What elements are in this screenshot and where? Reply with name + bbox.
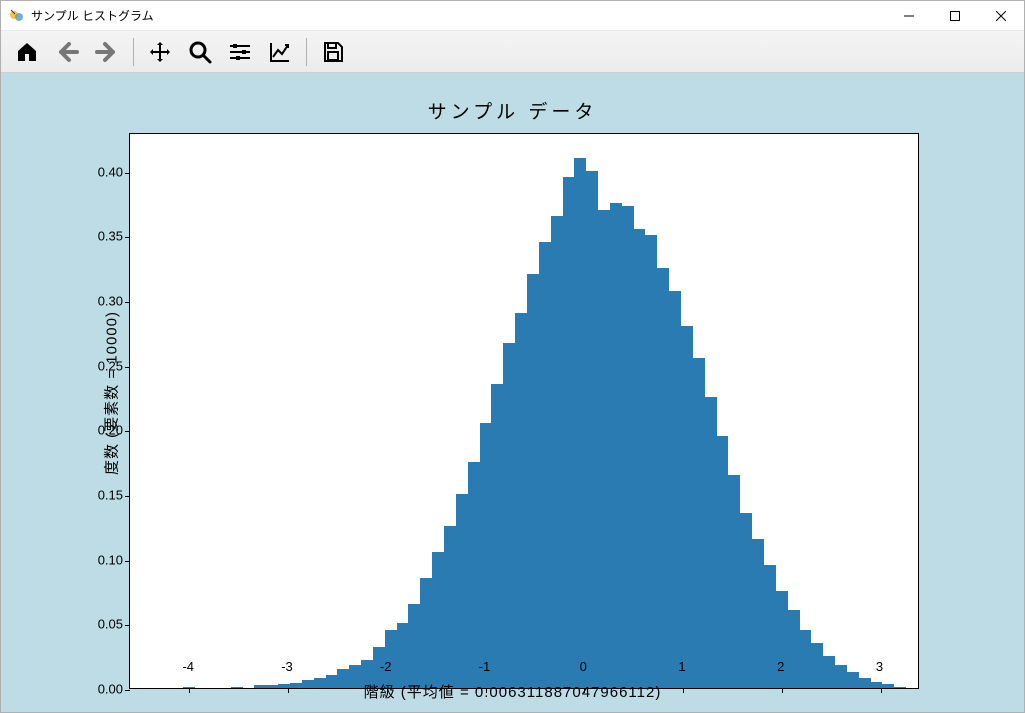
toolbar-separator <box>133 38 134 66</box>
zoom-button[interactable] <box>182 34 218 70</box>
home-button[interactable] <box>9 34 45 70</box>
histogram-bar <box>563 177 575 688</box>
histogram-bar <box>693 358 705 688</box>
x-tick-label: -4 <box>182 659 194 674</box>
histogram-bar <box>551 216 563 688</box>
y-tick-label: 0.30 <box>71 294 123 309</box>
histogram-bar <box>705 397 717 688</box>
y-axis-label: 度数 (要素数 = 10000) <box>100 311 121 475</box>
histogram-bar <box>515 313 527 688</box>
histogram-bar <box>752 539 764 688</box>
histogram-bar <box>800 630 812 688</box>
histogram-bar <box>764 565 776 688</box>
histogram-bar <box>397 623 409 688</box>
histogram-bar <box>598 210 610 688</box>
histogram-bar <box>586 171 598 688</box>
y-tick-mark <box>125 237 130 238</box>
y-tick-label: 0.35 <box>71 229 123 244</box>
y-tick-mark <box>125 561 130 562</box>
histogram-bar <box>527 274 539 688</box>
histogram-bar <box>480 423 492 688</box>
y-tick-label: 0.15 <box>71 488 123 503</box>
histogram-bar <box>717 436 729 688</box>
histogram-bar <box>681 326 693 688</box>
plot-frame[interactable] <box>129 133 919 689</box>
x-axis-label: 階級 (平均値 = 0.006311887047966112) <box>1 681 1024 702</box>
axes-button[interactable] <box>262 34 298 70</box>
y-tick-label: 0.20 <box>71 423 123 438</box>
histogram-bar <box>610 203 622 688</box>
forward-button[interactable] <box>89 34 125 70</box>
arrow-left-icon <box>55 40 79 64</box>
x-tick-label: 2 <box>777 659 784 674</box>
window-controls <box>886 1 1024 30</box>
configure-button[interactable] <box>222 34 258 70</box>
figure-area: サンプル データ 度数 (要素数 = 10000) 階級 (平均値 = 0.00… <box>1 73 1024 712</box>
histogram-bar <box>539 242 551 688</box>
maximize-button[interactable] <box>932 1 978 31</box>
move-icon <box>148 40 172 64</box>
histogram-bar <box>657 268 669 688</box>
y-tick-mark <box>125 496 130 497</box>
x-tick-label: 1 <box>678 659 685 674</box>
y-tick-label: 0.00 <box>71 682 123 697</box>
y-tick-label: 0.05 <box>71 617 123 632</box>
histogram-bar <box>408 604 420 688</box>
histogram-bar <box>634 229 646 688</box>
save-button[interactable] <box>315 34 351 70</box>
chart-line-icon <box>268 40 292 64</box>
x-tick-label: -1 <box>479 659 491 674</box>
histogram-bar <box>788 610 800 688</box>
histogram-bar <box>444 526 456 688</box>
y-tick-mark <box>125 431 130 432</box>
back-button[interactable] <box>49 34 85 70</box>
titlebar: サンプル ヒストグラム <box>1 1 1024 31</box>
titlebar-left: サンプル ヒストグラム <box>1 7 154 24</box>
y-tick-mark <box>125 173 130 174</box>
histogram-bar <box>468 462 480 688</box>
histogram-bar <box>669 291 681 688</box>
x-tick-label: 3 <box>876 659 883 674</box>
window-title: サンプル ヒストグラム <box>31 7 154 24</box>
save-icon <box>321 40 345 64</box>
histogram-bar <box>622 206 634 688</box>
minimize-button[interactable] <box>886 1 932 31</box>
close-button[interactable] <box>978 1 1024 31</box>
sliders-icon <box>228 40 252 64</box>
histogram-bar <box>503 343 515 688</box>
x-tick-label: -2 <box>380 659 392 674</box>
histogram-bar <box>420 578 432 688</box>
histogram-bar <box>574 158 586 688</box>
chart-title: サンプル データ <box>1 97 1024 124</box>
histogram-bar <box>645 235 657 688</box>
toolbar-separator <box>306 38 307 66</box>
y-tick-label: 0.10 <box>71 552 123 567</box>
toolbar <box>1 31 1024 73</box>
home-icon <box>15 40 39 64</box>
y-tick-label: 0.40 <box>71 164 123 179</box>
y-tick-label: 0.25 <box>71 358 123 373</box>
app-icon <box>9 8 25 24</box>
y-tick-mark <box>125 625 130 626</box>
zoom-icon <box>188 40 212 64</box>
histogram-bars <box>130 134 918 688</box>
histogram-bar <box>728 475 740 688</box>
x-tick-label: 0 <box>580 659 587 674</box>
histogram-bar <box>432 552 444 688</box>
pan-button[interactable] <box>142 34 178 70</box>
x-tick-label: -3 <box>281 659 293 674</box>
y-tick-mark <box>125 302 130 303</box>
arrow-right-icon <box>95 40 119 64</box>
histogram-bar <box>491 384 503 688</box>
y-tick-mark <box>125 367 130 368</box>
histogram-bar <box>740 513 752 688</box>
app-window: サンプル ヒストグラム <box>0 0 1025 713</box>
histogram-bar <box>456 494 468 688</box>
